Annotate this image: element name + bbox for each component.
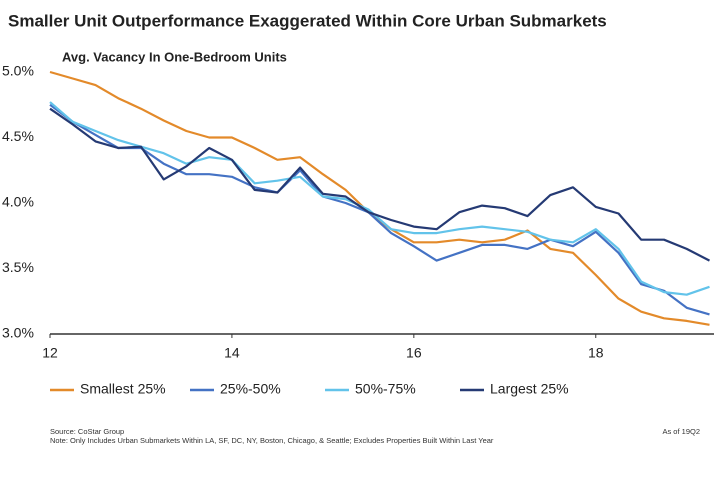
legend-label: 50%-75% [355, 381, 416, 397]
note: Note: Only Includes Urban Submarkets Wit… [50, 436, 494, 445]
y-tick-label: 3.0% [2, 325, 34, 341]
y-tick-label: 3.5% [2, 259, 34, 275]
legend-label: Smallest 25% [80, 381, 166, 397]
x-tick-label: 18 [588, 345, 604, 361]
legend-label: 25%-50% [220, 381, 281, 397]
series-line [49, 107, 711, 262]
x-tick-label: 14 [224, 345, 240, 361]
chart-title: Smaller Unit Outperformance Exaggerated … [8, 11, 607, 30]
series-line [49, 70, 710, 326]
x-tick-label: 12 [42, 345, 58, 361]
chart-subtitle: Avg. Vacancy In One-Bedroom Units [62, 49, 287, 64]
y-tick-label: 5.0% [2, 63, 34, 79]
y-tick-label: 4.0% [2, 194, 34, 210]
series-line [49, 103, 710, 316]
source: Source: CoStar Group [50, 427, 124, 436]
series-line [49, 101, 710, 296]
legend-label: Largest 25% [490, 381, 569, 397]
y-tick-label: 4.5% [2, 128, 34, 144]
as-of: As of 19Q2 [662, 427, 700, 436]
x-tick-label: 16 [406, 345, 422, 361]
